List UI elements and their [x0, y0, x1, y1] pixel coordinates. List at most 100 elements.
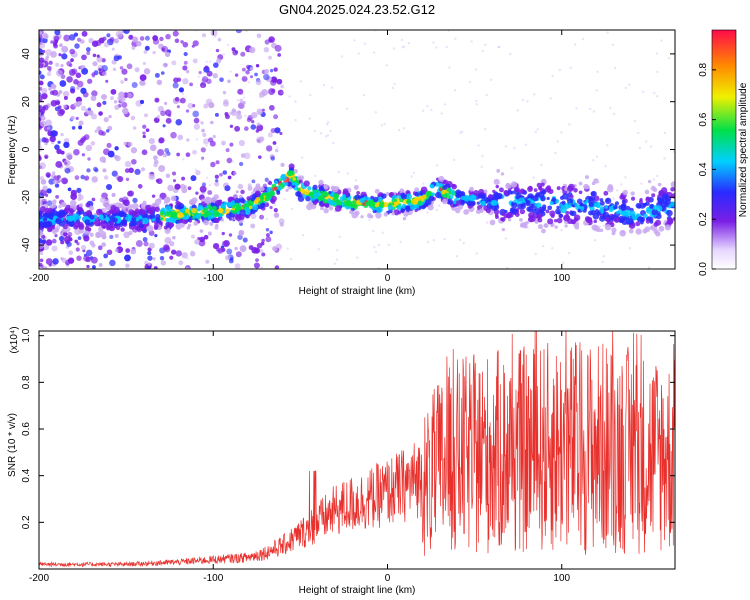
spectrogram-point-852: [91, 176, 98, 183]
spectrogram-point-205: [215, 48, 220, 53]
spectrogram-point-855: [39, 262, 43, 267]
spectrogram-point-421: [277, 89, 284, 96]
spectrogram-point-1032: [400, 38, 404, 42]
spectrogram-point-467: [239, 245, 247, 253]
spectrogram-point-1085: [656, 174, 659, 178]
spectrogram-point-282: [279, 131, 283, 136]
spectrogram-point-2729: [503, 190, 509, 196]
spectrogram-point-978: [602, 254, 606, 258]
spectrogram-point-1111: [443, 237, 446, 241]
spectrogram-point-2186: [506, 214, 512, 219]
spectrogram-point-2514: [421, 194, 427, 200]
spectrogram-point-482: [247, 186, 253, 191]
spectrogram-point-78: [74, 175, 80, 180]
spectrogram-point-1036: [612, 197, 615, 200]
spectrogram-point-1030: [333, 262, 337, 265]
spectrogram-point-2628: [176, 212, 184, 219]
spectrogram-point-639: [113, 154, 119, 160]
spectrogram-point-655: [242, 237, 248, 243]
spectrogram-point-70: [181, 252, 188, 259]
spectrogram-point-2690: [312, 184, 318, 190]
spectrogram-point-2646: [657, 198, 665, 206]
spectrogram-point-606: [250, 213, 257, 220]
spectrogram-point-1129: [345, 107, 349, 110]
spectrogram-point-713: [39, 48, 43, 55]
snr-y-multiplier: (x10⁴): [9, 326, 20, 353]
spectrogram-point-542: [263, 73, 270, 81]
spectrogram-point-1112: [346, 172, 349, 175]
spectrogram-point-470: [45, 239, 53, 246]
spectrogram-point-566: [68, 250, 74, 256]
spectrogram-point-314: [259, 249, 264, 253]
spectrogram-point-441: [253, 262, 260, 269]
spectrogram-point-580: [84, 175, 90, 181]
spectrogram-point-960: [575, 107, 578, 110]
spectrogram-point-946: [201, 156, 205, 160]
spectrogram-point-957: [356, 256, 359, 259]
spectrogram-point-427: [69, 86, 76, 92]
spectrogram-point-685: [39, 74, 45, 80]
spectrogram-point-2735: [273, 180, 279, 185]
snr-frame: [38, 330, 676, 570]
spectrogram-point-1080: [484, 43, 487, 46]
spectrogram-point-1757: [320, 206, 324, 211]
spectrogram-point-662: [132, 126, 137, 130]
spectrogram-point-321: [160, 110, 166, 117]
spectrogram-point-874: [147, 262, 151, 266]
spectrogram-point-558: [165, 33, 171, 40]
spectrogram-point-1062: [186, 257, 189, 260]
spectrogram-point-2138: [629, 210, 636, 217]
spectrogram-point-1125: [592, 110, 596, 113]
colorbar: 0.0 0.2 0.4 0.6 0.8 Normalized spectral ampl…: [698, 29, 749, 276]
spectrogram-point-123: [240, 51, 246, 57]
spectrogram-point-450: [200, 82, 207, 89]
spectrogram-point-884: [187, 102, 194, 109]
spectrogram-point-1460: [369, 214, 374, 219]
spectrogram-point-2567: [407, 202, 412, 206]
spectrogram-point-484: [139, 74, 147, 82]
spectrogram-point-2638: [132, 211, 140, 218]
spectrogram-point-291: [103, 117, 109, 123]
spectrogram-point-631: [207, 231, 212, 236]
spectrogram-point-2620: [488, 194, 493, 199]
spectrogram-point-124: [273, 114, 279, 120]
spectrogram-point-2683: [518, 197, 525, 204]
spectrogram-point-24: [142, 61, 146, 66]
spectrogram-point-2678: [84, 219, 91, 226]
spectrogram-point-1121: [601, 260, 605, 264]
spectrogram-point-944: [638, 146, 642, 150]
spectrogram-point-2234: [296, 176, 302, 181]
spectrogram-point-501: [41, 92, 48, 100]
spectrogram-point-2440: [409, 204, 416, 211]
spectrogram-point-1843: [58, 204, 62, 209]
spectrogram-point-2473: [423, 203, 428, 207]
spectrogram-point-2657: [55, 218, 60, 223]
spectrogram-point-718: [254, 72, 258, 77]
spectrogram-point-126: [190, 251, 196, 257]
spectrogram-point-2453: [44, 207, 51, 214]
spectrogram-point-378: [185, 152, 191, 158]
spectrogram-point-406: [273, 67, 278, 72]
spectrogram-point-1312: [99, 230, 107, 238]
spectrogram-point-2165: [655, 213, 662, 220]
spectrogram-point-2652: [165, 205, 172, 212]
spectrogram-point-228: [214, 181, 220, 187]
spectrogram-point-2740: [645, 219, 650, 224]
spectrogram-point-435: [87, 107, 92, 111]
spectrogram-point-867: [180, 97, 186, 104]
spectrogram-point-317: [39, 70, 42, 76]
spectrogram-point-16: [113, 38, 119, 44]
spectrogram-point-2718: [342, 194, 347, 199]
spectrogram-point-2249: [670, 187, 675, 192]
spectrogram-point-2110: [496, 169, 501, 173]
spectrogram-point-802: [39, 137, 42, 144]
spectrogram-point-60: [268, 104, 275, 111]
spectrogram-point-222: [111, 170, 118, 177]
spectrogram-point-2396: [245, 203, 250, 208]
spectrogram-point-146: [71, 126, 76, 130]
spectrogram-point-2577: [653, 205, 658, 210]
spectrogram-point-476: [55, 62, 60, 67]
spectrogram-point-112: [54, 183, 60, 188]
spectrogram-point-630: [179, 183, 186, 190]
spectrogram-point-687: [185, 266, 190, 269]
